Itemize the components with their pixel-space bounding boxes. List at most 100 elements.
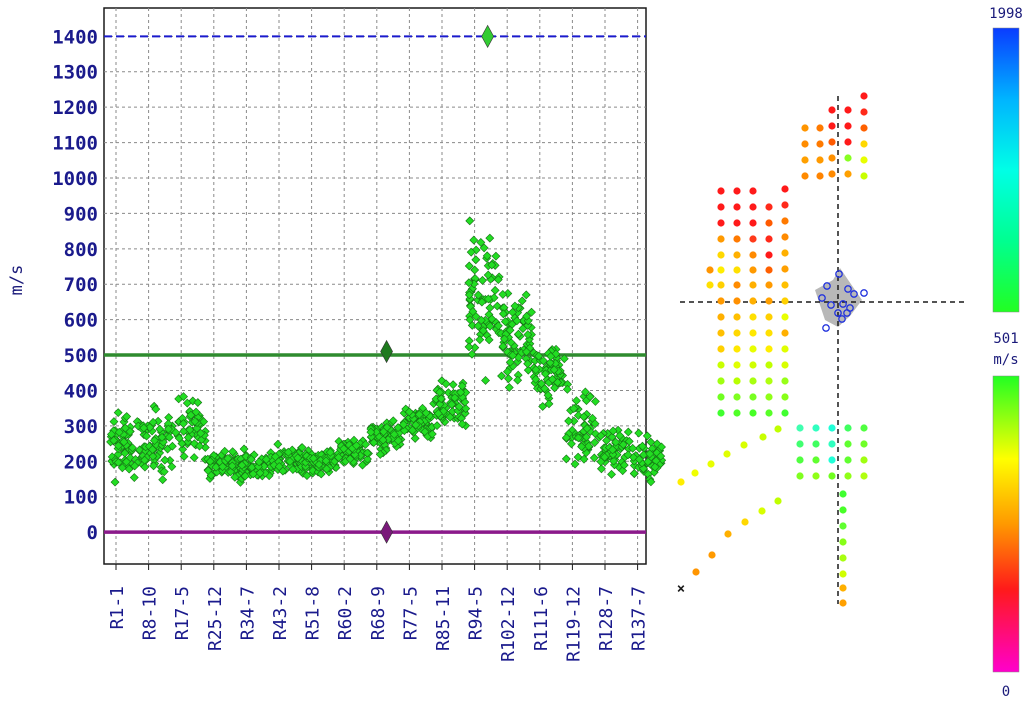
x-tick-label: R102-12 — [498, 586, 519, 662]
data-point — [148, 417, 158, 427]
data-point — [645, 449, 655, 459]
data-point — [389, 430, 399, 439]
map-dot — [839, 490, 847, 498]
map-dot — [733, 281, 741, 289]
data-point — [473, 290, 483, 300]
map-dot — [758, 507, 766, 515]
data-point — [113, 441, 123, 451]
map-dot — [765, 377, 773, 385]
map-dot — [844, 138, 852, 146]
data-point — [149, 461, 158, 471]
data-point — [274, 462, 284, 472]
map-dot — [717, 345, 725, 353]
data-point — [193, 398, 203, 407]
x-tick-label: R111-6 — [531, 586, 552, 651]
data-point — [607, 469, 616, 479]
data-point — [158, 475, 168, 485]
map-dot — [733, 187, 741, 195]
map-dot — [781, 249, 789, 257]
data-point — [498, 289, 508, 299]
data-point — [650, 462, 660, 472]
data-point — [205, 456, 215, 466]
map-dot — [717, 297, 725, 305]
data-point — [248, 469, 258, 479]
map-dot — [749, 313, 757, 321]
data-point — [113, 458, 123, 467]
map-dot — [749, 203, 757, 211]
data-point — [189, 453, 199, 462]
colorbar-top-max: 1998 — [989, 6, 1023, 22]
data-point — [399, 426, 409, 436]
data-point — [285, 457, 295, 466]
map-dot — [860, 456, 868, 464]
data-point — [590, 396, 600, 406]
data-point — [483, 294, 493, 304]
data-point — [167, 441, 177, 451]
data-point — [167, 462, 177, 472]
map-dot — [801, 124, 809, 132]
data-point — [531, 365, 541, 375]
map-dot — [812, 472, 820, 480]
map-dot — [706, 266, 714, 274]
data-point — [411, 420, 421, 430]
data-point — [255, 468, 265, 478]
x-tick-label: R128-7 — [596, 586, 617, 651]
data-point — [600, 452, 610, 462]
data-point — [608, 426, 618, 436]
map-dot — [816, 156, 824, 164]
data-point — [192, 423, 202, 433]
map-dot — [860, 472, 868, 480]
map-dot — [860, 108, 868, 116]
data-point — [378, 435, 388, 445]
highlight-marker — [481, 24, 494, 48]
x-tick-label: R94-5 — [466, 586, 487, 640]
map-dot — [844, 456, 852, 464]
map-dot — [839, 522, 847, 530]
data-point — [508, 351, 518, 360]
map-dot — [733, 361, 741, 369]
data-point — [466, 247, 476, 257]
map-dot — [749, 187, 757, 195]
map-dot — [844, 472, 852, 480]
map-dot — [839, 599, 847, 607]
data-point — [448, 380, 458, 390]
data-point — [254, 457, 264, 467]
data-point — [432, 421, 442, 431]
data-point — [109, 436, 119, 445]
data-point — [388, 416, 398, 426]
map-dot — [717, 235, 725, 243]
data-point — [540, 369, 550, 379]
map-dot — [717, 281, 725, 289]
map-dot — [765, 409, 773, 417]
map-dot — [691, 469, 699, 477]
data-point — [122, 457, 131, 467]
y-tick-label: 600 — [64, 310, 98, 332]
data-point — [498, 309, 508, 319]
data-point — [590, 419, 600, 429]
map-dot — [708, 551, 716, 559]
data-point — [619, 460, 629, 470]
data-point — [148, 445, 157, 454]
data-point — [195, 441, 204, 451]
data-point — [325, 447, 335, 457]
data-point — [218, 462, 228, 472]
colorbar-bottom-min: 0 — [1002, 684, 1010, 700]
data-point — [240, 471, 250, 481]
data-point — [643, 457, 653, 467]
data-point — [579, 454, 589, 464]
map-dot — [765, 393, 773, 401]
data-point — [475, 335, 485, 345]
map-dot — [796, 440, 804, 448]
data-point — [140, 462, 150, 472]
map-dot — [749, 251, 757, 259]
data-point — [523, 330, 533, 340]
data-point — [160, 455, 170, 465]
map-dot — [733, 409, 741, 417]
map-dot — [844, 170, 852, 178]
data-point — [471, 255, 481, 265]
map-dot — [781, 393, 789, 401]
data-point — [498, 341, 508, 351]
data-point — [527, 307, 536, 317]
y-axis-label: m/s — [7, 265, 27, 296]
map-dot — [749, 393, 757, 401]
